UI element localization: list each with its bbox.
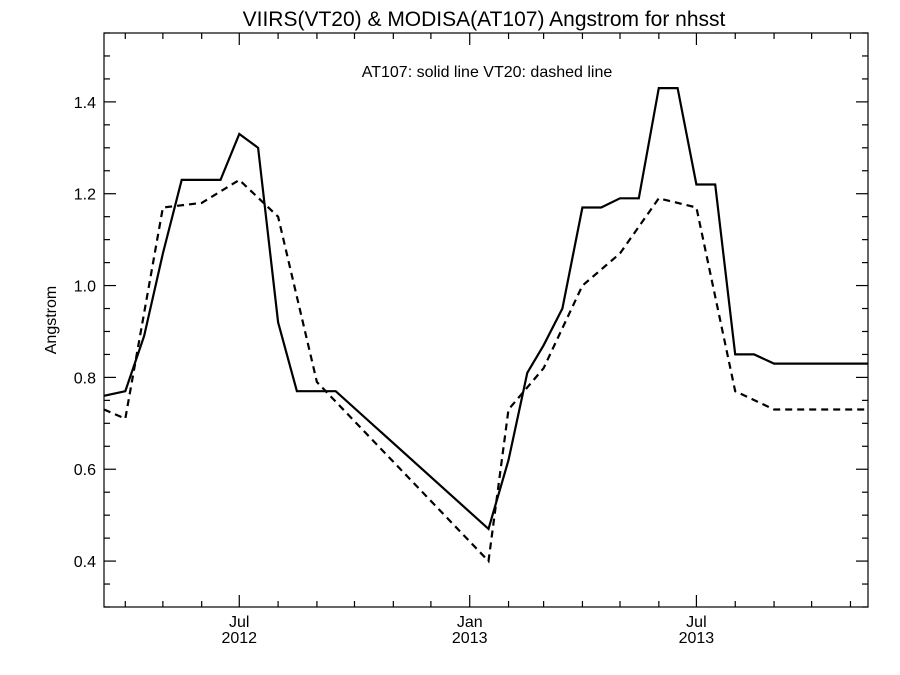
x-tick-label-month: Jan <box>457 614 483 631</box>
x-tick-label-year: 2013 <box>452 630 488 647</box>
y-axis-label: Angstrom <box>43 286 60 354</box>
y-tick-label: 0.6 <box>74 462 96 479</box>
series-layer <box>103 86 868 564</box>
x-tick-label-year: 2012 <box>221 630 257 647</box>
y-tick-label: 1.4 <box>74 95 96 112</box>
x-tick-label-month: Jul <box>686 614 706 631</box>
x-tick-label-year: 2013 <box>679 630 715 647</box>
series-line-vt20 <box>103 178 868 564</box>
chart-title: VIIRS(VT20) & MODISA(AT107) Angstrom for… <box>243 8 726 31</box>
x-tick-label-month: Jul <box>229 614 249 631</box>
y-tick-label: 1.2 <box>74 187 96 204</box>
axis-ticks <box>104 32 868 608</box>
y-tick-label: 0.4 <box>74 554 96 571</box>
legend-annotation: AT107: solid line VT20: dashed line <box>362 64 613 81</box>
series-line-at107 <box>103 86 868 531</box>
y-tick-label: 0.8 <box>74 370 96 387</box>
plot-frame <box>103 32 869 608</box>
y-tick-label: 1.0 <box>74 279 96 296</box>
